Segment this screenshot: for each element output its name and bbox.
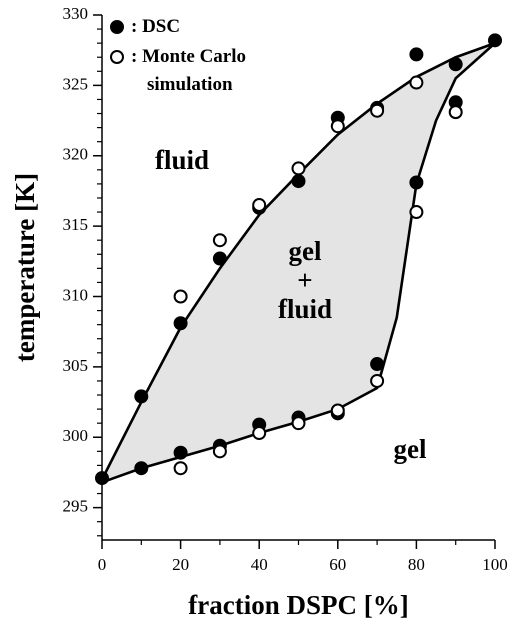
mc-point (370, 373, 385, 388)
dsc-point (173, 445, 188, 460)
mc-point (330, 119, 345, 134)
legend-label: : DSC (131, 16, 181, 37)
dsc-point (173, 316, 188, 331)
y-tick-label: 295 (63, 497, 89, 516)
region-label: fluid (155, 145, 209, 175)
y-tick-label: 305 (63, 356, 89, 375)
dsc-point (134, 389, 149, 404)
y-tick-label: 330 (63, 4, 89, 23)
y-axis-label: temperature [K] (10, 173, 40, 362)
region-label: gel (289, 236, 322, 266)
legend-marker (110, 20, 124, 34)
x-tick-label: 0 (98, 555, 107, 574)
mc-point (212, 444, 227, 459)
mc-point (448, 105, 463, 120)
region-label: gel (394, 434, 427, 464)
mc-point (370, 103, 385, 118)
x-tick-label: 40 (251, 555, 268, 574)
dsc-point (134, 461, 149, 476)
x-axis-label: fraction DSPC [%] (188, 590, 408, 620)
legend-marker (110, 50, 124, 64)
x-tick-label: 80 (408, 555, 425, 574)
y-tick-label: 310 (63, 285, 89, 304)
mc-point (252, 198, 267, 213)
dsc-point (448, 57, 463, 72)
mc-point (173, 461, 188, 476)
dsc-point (212, 251, 227, 266)
x-tick-label: 60 (329, 555, 346, 574)
two-phase-region (102, 43, 495, 483)
mc-point (409, 75, 424, 90)
y-tick-label: 300 (63, 426, 89, 445)
dsc-point (488, 33, 502, 48)
mc-point (409, 205, 424, 220)
legend-label: : Monte Carlo simulation (131, 46, 247, 95)
mc-point (330, 403, 345, 418)
mc-point (173, 289, 188, 304)
y-tick-label: 320 (63, 145, 89, 164)
dsc-point (291, 174, 306, 189)
dsc-point (409, 47, 424, 62)
dsc-point (409, 175, 424, 190)
y-tick-label: 315 (63, 215, 89, 234)
x-tick-label: 100 (482, 555, 508, 574)
mc-point (291, 161, 306, 176)
region-label: fluid (278, 294, 332, 324)
x-tick-label: 20 (172, 555, 189, 574)
dsc-point (370, 357, 385, 372)
mc-point (291, 416, 306, 431)
dsc-point (95, 471, 109, 486)
mc-point (212, 233, 227, 248)
mc-point (252, 426, 267, 441)
region-label: + (297, 265, 312, 295)
y-tick-label: 325 (63, 74, 89, 93)
